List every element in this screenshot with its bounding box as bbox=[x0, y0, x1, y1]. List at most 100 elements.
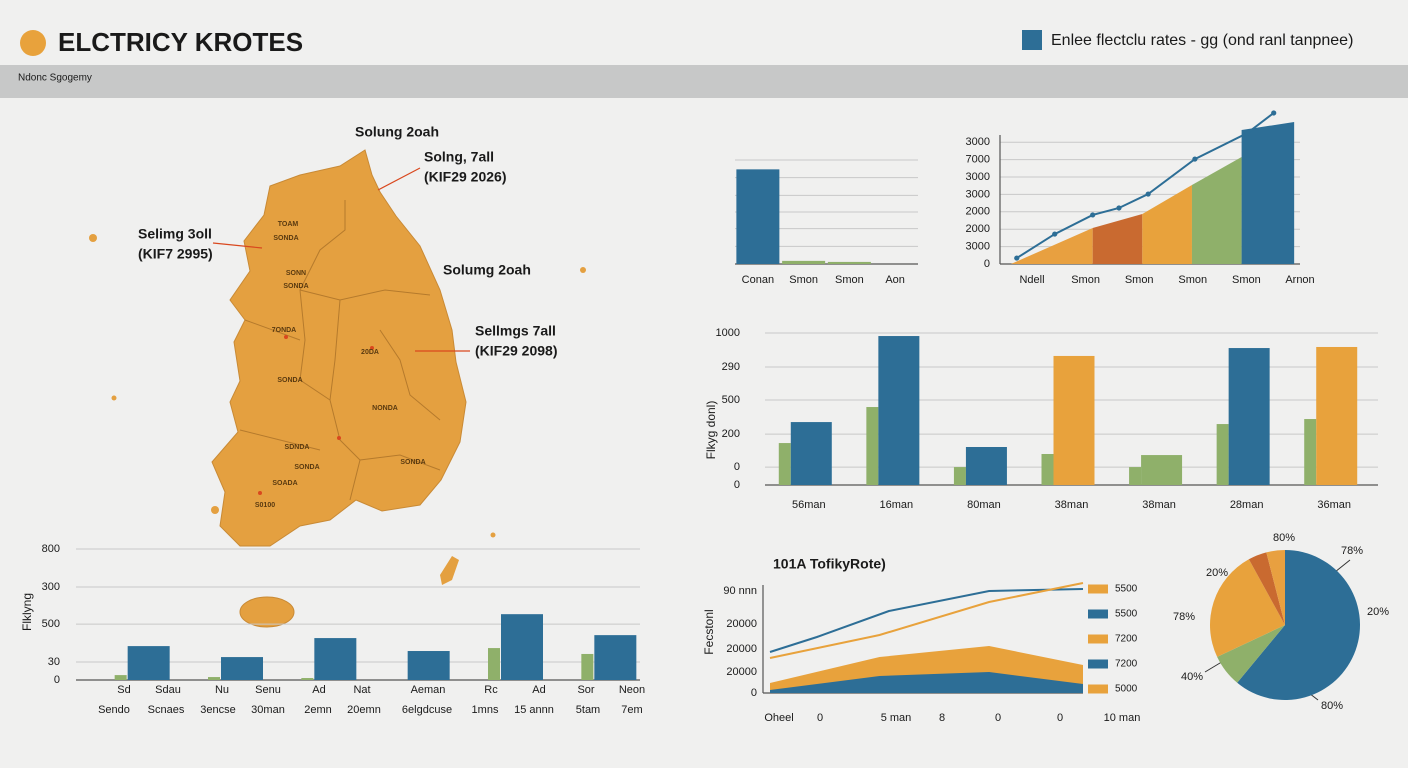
x-tick-label: 7em bbox=[621, 704, 642, 716]
pie-annotation: 20% bbox=[1206, 567, 1228, 579]
map-region: SONDA bbox=[400, 459, 425, 466]
x-tick-label: Aon bbox=[885, 274, 905, 286]
map-dot bbox=[370, 346, 374, 350]
x-tick-label: Neon bbox=[619, 684, 645, 696]
map-region: SONDA bbox=[273, 235, 298, 242]
y-tick-label: 800 bbox=[42, 543, 60, 555]
y-axis-title: Flklyng bbox=[20, 593, 34, 631]
x-tick-label: 0 bbox=[1057, 712, 1063, 724]
x-tick-label: 36man bbox=[1317, 499, 1351, 511]
page-title: ELCTRICY KROTES bbox=[58, 27, 303, 57]
map-island bbox=[580, 267, 586, 273]
x-tick-label: Sd bbox=[117, 684, 130, 696]
bar bbox=[127, 646, 170, 680]
x-tick-label: 6elgdcuse bbox=[402, 704, 452, 716]
bar bbox=[221, 657, 263, 680]
point bbox=[1090, 212, 1096, 218]
bar bbox=[1304, 419, 1317, 485]
legend-swatch bbox=[1022, 30, 1042, 50]
x-tick-label: Sor bbox=[577, 684, 594, 696]
x-tick-label: 15 annn bbox=[514, 704, 554, 716]
x-tick-label: Conan bbox=[742, 274, 774, 286]
x-tick-label: 38man bbox=[1142, 499, 1176, 511]
bar bbox=[1316, 346, 1358, 485]
map-land bbox=[211, 149, 467, 547]
leader-line bbox=[377, 167, 421, 191]
y-tick-label: 1000 bbox=[716, 327, 740, 339]
bar bbox=[827, 261, 871, 264]
point bbox=[1271, 110, 1277, 116]
x-tick-label: Arnon bbox=[1285, 274, 1314, 286]
x-tick-label: Smon bbox=[789, 274, 818, 286]
x-tick-label: Oheel bbox=[764, 712, 793, 724]
x-tick-label: 8 bbox=[939, 712, 945, 724]
map-region: TOAM bbox=[278, 221, 299, 228]
x-tick-label: Smon bbox=[1125, 274, 1154, 286]
x-tick-label: Senu bbox=[255, 684, 281, 696]
x-tick-label: Sdau bbox=[155, 684, 181, 696]
map-island bbox=[440, 556, 459, 585]
y-tick-label: 90 nnn bbox=[723, 585, 757, 597]
point bbox=[1052, 231, 1058, 237]
y-tick-label: 500 bbox=[42, 618, 60, 630]
bar bbox=[301, 678, 314, 680]
map-island bbox=[239, 596, 295, 628]
map-callout: Solng, 7all bbox=[424, 149, 494, 165]
bar bbox=[1141, 455, 1183, 485]
x-tick-label: Nat bbox=[353, 684, 370, 696]
legend-label: 5500 bbox=[1115, 584, 1138, 595]
map-island bbox=[111, 395, 117, 401]
x-tick-label: 5 man bbox=[881, 712, 912, 724]
x-tick-label: 3encse bbox=[200, 704, 235, 716]
bar bbox=[965, 447, 1007, 485]
bar bbox=[501, 614, 543, 680]
x-tick-label: 30man bbox=[251, 704, 285, 716]
area bbox=[1191, 156, 1242, 264]
pie-annotation: 80% bbox=[1273, 532, 1295, 544]
y-tick-label: 3000 bbox=[966, 241, 990, 253]
pie-annotation: 80% bbox=[1321, 700, 1343, 712]
map-island bbox=[89, 234, 97, 242]
bar bbox=[782, 260, 826, 264]
x-tick-label: Nu bbox=[215, 684, 229, 696]
point bbox=[1014, 255, 1020, 261]
bar bbox=[736, 169, 780, 264]
bar bbox=[488, 648, 500, 680]
area bbox=[1092, 214, 1143, 264]
y-tick-label: 290 bbox=[722, 361, 740, 373]
pie-annotation: 78% bbox=[1173, 611, 1195, 623]
y-tick-label: 3000 bbox=[966, 188, 990, 200]
bar bbox=[778, 443, 791, 485]
x-tick-label: 16man bbox=[880, 499, 914, 511]
map-region: NONDA bbox=[372, 405, 398, 412]
x-tick-label: 1mns bbox=[472, 704, 499, 716]
x-tick-label: 38man bbox=[1055, 499, 1089, 511]
x-tick-label: Smon bbox=[1232, 274, 1261, 286]
map-island bbox=[211, 506, 219, 514]
legend-label: 5000 bbox=[1115, 684, 1138, 695]
y-tick-label: 20000 bbox=[726, 666, 757, 678]
y-axis-title: Flkyg donl) bbox=[704, 401, 718, 460]
x-tick-label: 80man bbox=[967, 499, 1001, 511]
x-tick-label: Rc bbox=[484, 684, 498, 696]
map-borders bbox=[239, 200, 441, 501]
bar bbox=[790, 422, 832, 485]
legend-swatch bbox=[1088, 609, 1108, 619]
y-tick-label: 0 bbox=[751, 687, 757, 699]
area bbox=[1010, 227, 1093, 264]
sub-band bbox=[0, 65, 1408, 98]
area bbox=[770, 672, 1083, 693]
bar bbox=[1216, 424, 1229, 485]
title-dot bbox=[20, 30, 46, 56]
leader-line bbox=[212, 242, 263, 249]
x-tick-label: 10 man bbox=[1104, 712, 1141, 724]
map-region: SDNDA bbox=[285, 444, 310, 451]
pie-annotation: 78% bbox=[1341, 545, 1363, 557]
legend-label: 5500 bbox=[1115, 609, 1138, 620]
map-callout: Selimg 3oll bbox=[138, 226, 212, 242]
legend-label: 7200 bbox=[1115, 634, 1138, 645]
map-region: SOADA bbox=[272, 480, 297, 487]
pie-annotation: 20% bbox=[1367, 606, 1389, 618]
map-region: 20DA bbox=[361, 349, 379, 356]
